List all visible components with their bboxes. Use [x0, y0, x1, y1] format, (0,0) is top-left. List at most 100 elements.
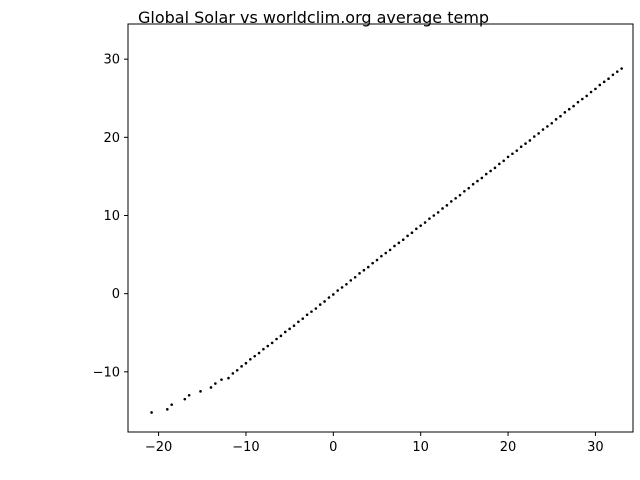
data-point [323, 300, 326, 303]
plot-frame [127, 23, 634, 433]
data-point [209, 386, 213, 389]
data-point [458, 193, 462, 197]
data-point [366, 265, 370, 269]
data-point [524, 142, 527, 145]
data-point [432, 214, 436, 217]
data-point [581, 97, 584, 101]
x-tick-label: 0 [329, 440, 337, 455]
data-point [288, 327, 291, 331]
data-point [594, 87, 597, 91]
data-point [380, 254, 383, 258]
data-point [511, 152, 514, 156]
data-point [401, 238, 405, 242]
data-point [275, 337, 278, 341]
data-point [585, 94, 588, 98]
data-point [332, 293, 335, 296]
data-point [476, 179, 479, 183]
x-axis-ticks: −20 −10 0 10 20 30 [145, 432, 604, 455]
chart-title: Global Solar vs worldclim.org average te… [138, 8, 490, 27]
data-point [493, 166, 497, 170]
x-tick-label: 20 [500, 440, 517, 455]
data-point [384, 251, 388, 255]
y-tick-label: 10 [103, 209, 120, 224]
data-point [345, 282, 348, 286]
data-point [406, 234, 409, 238]
data-point [589, 90, 593, 94]
data-point [419, 224, 422, 227]
y-tick-label: 30 [103, 53, 120, 68]
data-point [358, 272, 361, 275]
data-point [537, 132, 540, 135]
data-point [327, 296, 331, 299]
y-tick-label: 0 [112, 287, 120, 302]
data-point [415, 227, 418, 231]
data-point [227, 376, 230, 380]
data-point [506, 155, 510, 159]
data-point [340, 286, 344, 289]
data-point [546, 125, 549, 128]
data-point [199, 390, 202, 393]
data-point [532, 135, 536, 138]
data-point [563, 111, 567, 114]
data-point [301, 317, 305, 320]
data-point [310, 310, 313, 313]
data-point [170, 403, 173, 406]
data-point [471, 182, 475, 186]
data-point [611, 73, 615, 77]
data-point [231, 372, 235, 375]
y-axis-ticks: −10 0 10 20 30 [93, 53, 128, 380]
data-point [240, 365, 243, 368]
y-tick-label: −10 [93, 365, 120, 380]
data-point [214, 382, 217, 385]
data-point [598, 83, 602, 87]
data-point [336, 289, 339, 292]
x-tick-label: 10 [412, 440, 429, 455]
data-point [371, 261, 374, 265]
data-point [318, 303, 322, 306]
x-tick-label: 30 [587, 440, 604, 455]
data-point [436, 211, 440, 214]
data-point [567, 107, 571, 111]
data-point [220, 378, 223, 381]
data-point [515, 149, 519, 152]
data-point [397, 241, 401, 245]
data-point [262, 347, 265, 351]
data-point [572, 104, 575, 108]
data-point [428, 217, 431, 220]
data-point [615, 70, 619, 73]
data-point [463, 189, 466, 193]
data-point [519, 145, 523, 149]
data-point [620, 67, 623, 70]
data-point [257, 351, 261, 355]
data-point [441, 207, 444, 210]
data-point [183, 397, 187, 401]
data-point [297, 320, 300, 324]
data-point [489, 169, 492, 173]
data-point [249, 358, 252, 361]
data-point [314, 307, 318, 310]
data-point [602, 80, 606, 84]
x-tick-label: −20 [145, 440, 172, 455]
data-point [423, 221, 427, 224]
data-point [292, 324, 296, 328]
y-tick-label: 20 [103, 131, 120, 146]
data-point [388, 248, 392, 252]
data-point [467, 186, 471, 190]
data-point [375, 258, 379, 262]
data-point [454, 197, 457, 200]
data-point [480, 176, 484, 180]
data-point [349, 279, 353, 282]
data-point [266, 344, 270, 348]
data-point [362, 268, 366, 272]
data-point [502, 159, 505, 163]
data-point [541, 128, 545, 131]
data-point [554, 118, 558, 121]
data-point [283, 330, 287, 334]
data-point [410, 231, 414, 234]
data-point [270, 341, 274, 345]
scatter-points [150, 67, 623, 414]
data-point [484, 172, 488, 176]
data-point [559, 114, 562, 118]
data-point [449, 200, 453, 203]
